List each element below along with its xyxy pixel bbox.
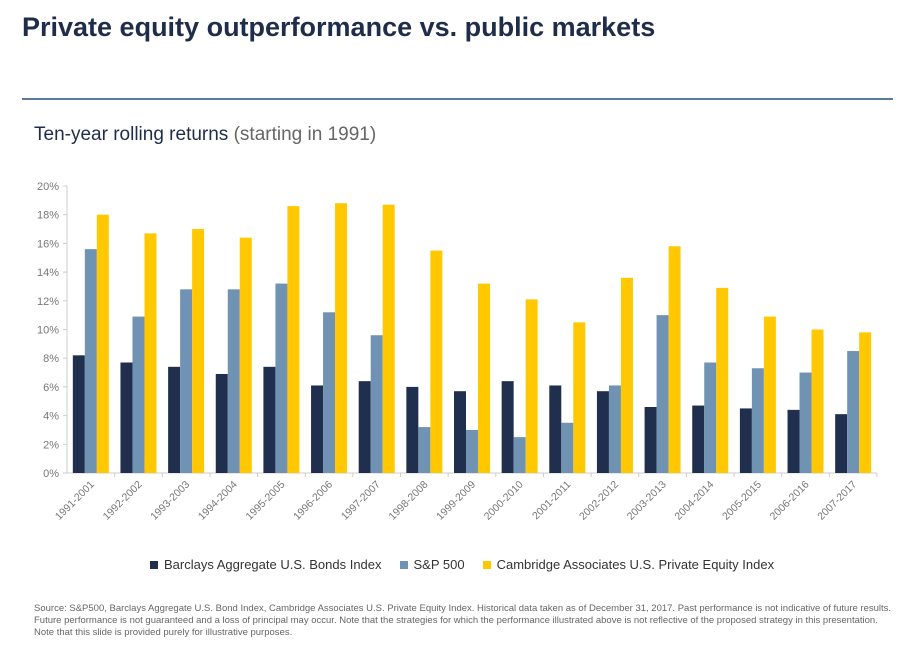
y-tick-label: 18% xyxy=(37,210,59,222)
y-tick-label: 16% xyxy=(37,238,59,250)
y-tick-label: 4% xyxy=(43,411,59,423)
bar-0-1993-2003 xyxy=(168,366,181,473)
bar-1-2006-2016 xyxy=(799,372,812,473)
bar-1-1995-2005 xyxy=(275,283,288,473)
x-tick-label: 2005-2015 xyxy=(720,479,764,523)
bar-2-1992-2002 xyxy=(144,233,157,473)
bar-2-1998-2008 xyxy=(430,250,443,473)
bar-0-2002-2012 xyxy=(596,391,609,473)
x-tick-label: 2004-2014 xyxy=(672,479,716,523)
x-tick-label: 1996-2006 xyxy=(291,479,335,523)
bar-0-1992-2002 xyxy=(120,362,133,473)
legend-swatch xyxy=(482,560,491,569)
legend-swatch xyxy=(399,560,408,569)
bar-0-2003-2013 xyxy=(644,406,657,473)
bar-1-2002-2012 xyxy=(608,385,621,473)
bar-0-2004-2014 xyxy=(692,405,705,473)
bar-2-1991-2001 xyxy=(96,214,109,473)
y-tick-label: 20% xyxy=(37,181,59,193)
bar-1-1994-2004 xyxy=(227,289,240,473)
bar-2-1995-2005 xyxy=(287,206,300,473)
bar-2-2001-2011 xyxy=(573,322,586,473)
bar-1-1999-2009 xyxy=(466,429,478,473)
subtitle-paren: (starting in 1991) xyxy=(233,124,377,145)
x-tick-label: 1999-2009 xyxy=(434,479,478,523)
bar-0-1991-2001 xyxy=(72,355,85,473)
x-tick-label: 2003-2013 xyxy=(625,479,669,523)
bar-1-2001-2011 xyxy=(561,422,574,473)
x-tick-label: 1992-2002 xyxy=(101,479,145,523)
bar-2-2004-2014 xyxy=(716,287,729,473)
x-tick-label: 2006-2016 xyxy=(768,479,812,523)
legend-item: S&P 500 xyxy=(399,557,465,572)
bar-1-1992-2002 xyxy=(132,316,145,473)
y-tick-label: 8% xyxy=(43,353,59,365)
bar-1-1991-2001 xyxy=(84,249,97,473)
bar-2-1999-2009 xyxy=(478,283,490,473)
bar-2-1997-2007 xyxy=(382,204,395,473)
bar-2-2000-2010 xyxy=(525,299,538,473)
y-tick-label: 14% xyxy=(37,267,59,279)
bar-1-2007-2017 xyxy=(847,351,860,473)
x-tick-label: 1993-2003 xyxy=(148,479,192,523)
legend-label: Cambridge Associates U.S. Private Equity… xyxy=(496,557,775,572)
y-tick-label: 12% xyxy=(37,296,59,308)
bar-2-2002-2012 xyxy=(620,277,633,473)
bar-2-2005-2015 xyxy=(763,316,776,473)
bar-0-1995-2005 xyxy=(263,366,276,473)
bar-0-1996-2006 xyxy=(311,385,324,473)
bar-0-1998-2008 xyxy=(406,386,419,473)
bar-1-1996-2006 xyxy=(323,312,336,473)
bar-1-2003-2013 xyxy=(656,315,669,473)
y-tick-label: 6% xyxy=(43,382,59,394)
y-tick-label: 2% xyxy=(43,439,59,451)
bar-2-2007-2017 xyxy=(859,332,872,473)
bar-2-1993-2003 xyxy=(192,229,205,473)
legend-item: Cambridge Associates U.S. Private Equity… xyxy=(482,557,775,572)
bar-2-1994-2004 xyxy=(239,237,252,473)
bar-0-2006-2016 xyxy=(787,409,800,473)
bar-1-1997-2007 xyxy=(370,335,383,473)
bar-1-1993-2003 xyxy=(180,289,193,473)
bar-0-1997-2007 xyxy=(358,381,371,473)
bar-0-2001-2011 xyxy=(549,385,562,473)
footer-note: Source: S&P500, Barclays Aggregate U.S. … xyxy=(34,603,892,638)
legend-label: S&P 500 xyxy=(413,557,465,572)
x-tick-label: 1998-2008 xyxy=(386,479,430,523)
divider xyxy=(22,98,893,100)
x-tick-label: 1997-2007 xyxy=(339,479,383,523)
bar-0-1994-2004 xyxy=(215,373,228,473)
legend-item: Barclays Aggregate U.S. Bonds Index xyxy=(150,557,382,572)
bar-1-2004-2014 xyxy=(704,362,717,473)
bar-1-2000-2010 xyxy=(513,437,526,473)
x-tick-label: 2007-2017 xyxy=(815,479,859,523)
bar-0-2007-2017 xyxy=(835,414,848,473)
x-tick-label: 2000-2010 xyxy=(482,479,526,523)
bar-chart: 0%2%4%6%8%10%12%14%16%18%20%1991-2001 199… xyxy=(37,181,878,523)
legend-label: Barclays Aggregate U.S. Bonds Index xyxy=(164,557,382,572)
x-tick-label: 2002-2012 xyxy=(577,479,621,523)
x-tick-label: 1994-2004 xyxy=(196,479,240,523)
bar-1-2005-2015 xyxy=(751,368,764,473)
x-tick-label: 1991-2001 xyxy=(53,479,97,523)
bar-1-1998-2008 xyxy=(418,427,431,473)
bar-0-2000-2010 xyxy=(501,381,514,473)
bar-0-2005-2015 xyxy=(739,408,752,473)
legend: Barclays Aggregate U.S. Bonds Index S&P 5… xyxy=(150,557,774,572)
bar-2-2003-2013 xyxy=(668,246,681,473)
y-tick-label: 0% xyxy=(43,468,59,480)
bar-0-1999-2009 xyxy=(454,391,466,473)
x-tick-label: 1995-2005 xyxy=(244,479,288,523)
bar-2-2006-2016 xyxy=(811,329,824,473)
page-title: Private equity outperformance vs. public… xyxy=(22,12,656,42)
chart-subtitle: Ten-year rolling returns (starting in 19… xyxy=(34,124,376,146)
y-tick-label: 10% xyxy=(37,325,59,337)
x-tick-label: 2001-2011 xyxy=(530,479,574,523)
bar-2-1996-2006 xyxy=(335,203,348,473)
legend-swatch xyxy=(150,560,158,569)
subtitle-main: Ten-year rolling returns xyxy=(34,124,234,145)
